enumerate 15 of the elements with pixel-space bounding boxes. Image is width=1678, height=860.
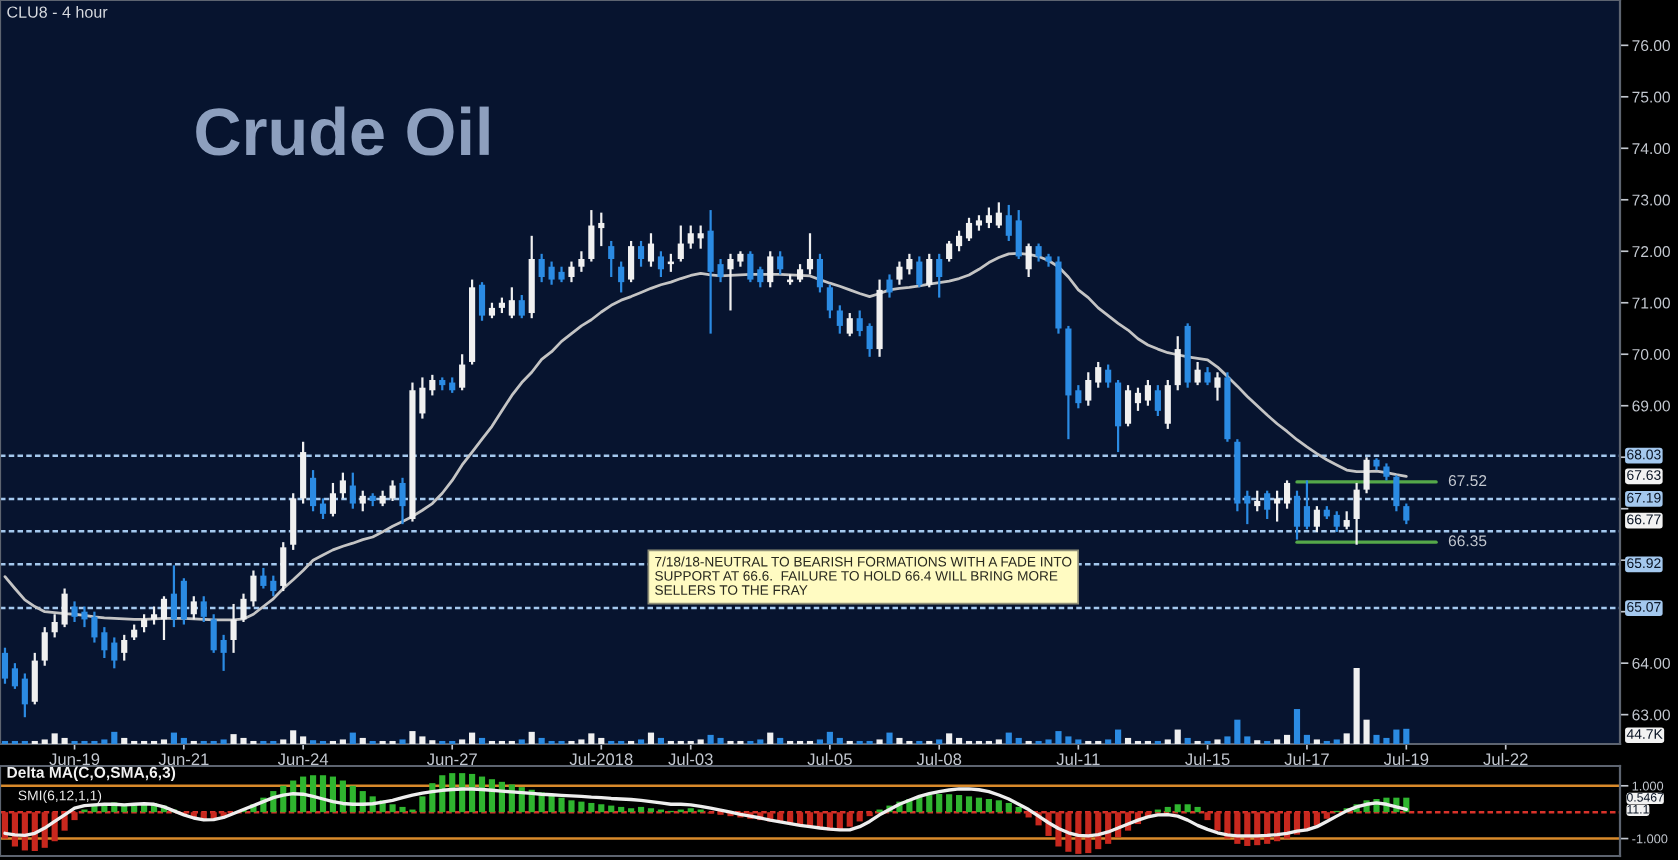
x-tick-label: Jul-03 (668, 752, 713, 766)
x-tick-label: Jul-17 (1284, 752, 1329, 766)
x-tick-label: Jun-21 (158, 753, 209, 766)
x-tick-label: Jun-27 (426, 753, 477, 766)
x-tick-label: Jun-19 (49, 753, 100, 766)
x-tick-label: Jul-15 (1185, 752, 1230, 766)
x-tick-label: Jul-11 (1056, 752, 1100, 766)
x-tick-label: Jul-2018 (569, 752, 633, 766)
x-tick-label: Jun-24 (277, 753, 329, 766)
text: Crude Oil (196, 106, 489, 156)
x-tick-label: Jul-19 (1383, 752, 1429, 766)
x-tick-label: Jul-22 (1483, 752, 1528, 766)
x-tick-label: Jul-05 (807, 752, 852, 766)
x-tick-label: Jul-08 (916, 752, 962, 766)
chart-subtitle: CLU8 - 4 hour (7, 5, 108, 18)
